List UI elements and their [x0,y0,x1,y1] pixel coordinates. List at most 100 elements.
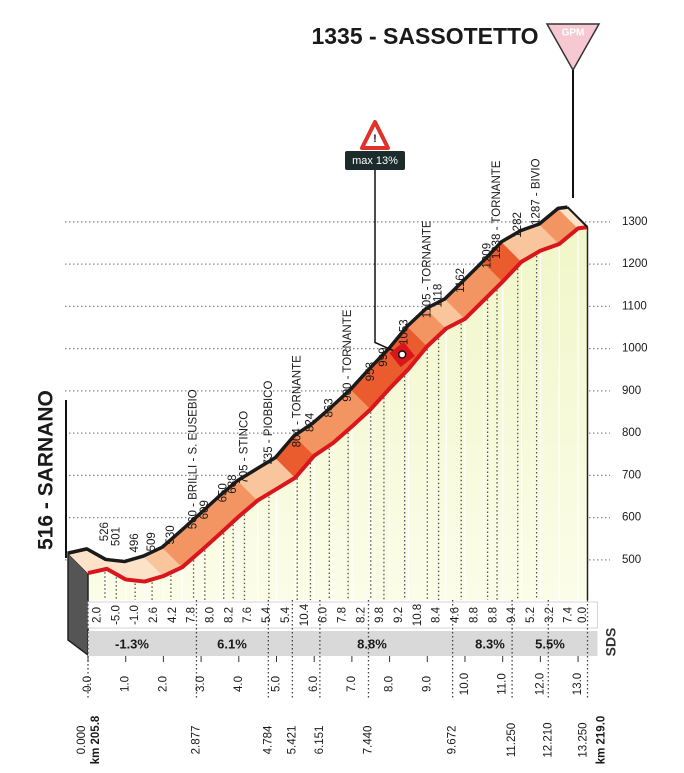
distance-label: 7.440 [363,726,375,755]
point-label: 560 - BRILLI - S. EUSEBIO [188,389,200,529]
x-tick-label: 11.0 [497,673,509,695]
y-tick-label: 700 [622,469,641,481]
y-tick-label: 1200 [622,258,648,270]
gradient-label: 10.8 [412,604,424,626]
y-tick-label: 900 [622,385,641,397]
distance-label: 9.672 [447,726,459,755]
distance-label: 11.250 [506,723,518,757]
max-point [397,350,407,359]
labels: 500 600 700 800 900 1000 1100 1200 1300 526 501 496… [76,158,648,764]
point-label: 496 [129,533,141,552]
point-label: 863 [323,398,335,417]
x-tick-label: 4.0 [233,676,245,692]
x-tick-label: 10.0 [459,673,471,695]
gradient-label: 2.6 [148,607,160,623]
point-label: 1162 [455,268,467,293]
gradient-label: 8.4 [431,606,443,623]
y-tick-label: 1100 [622,300,647,312]
max-box [345,151,405,170]
gpm-label: GPM [562,28,585,39]
max-label: max 13% [352,155,398,167]
x-tick-label: 9.0 [421,676,433,692]
x-tick-label: 0.0 [82,676,94,692]
distance-label: 4.784 [262,725,274,754]
distance-label: 2.877 [190,726,202,755]
gradient-label: 8.2 [223,607,235,623]
point-label: 1118 [433,284,445,308]
gradient-label: 5.4 [280,606,292,623]
distance-label: 5.421 [286,726,298,755]
x-tick-label: 3.0 [195,676,207,692]
gradient-label: 8.0 [205,607,217,623]
section-average: 6.1% [217,636,247,651]
section-average: 8.3% [475,636,505,651]
gpm-icon [545,23,601,72]
profile-back-edge [67,205,568,564]
gradient-label: 0.0 [577,607,589,623]
x-tick-label: 12.0 [534,673,546,695]
summit-title: 1335 - SASSOTETTO [311,23,538,49]
gradient-strip [87,601,598,629]
gradient-label: 5.2 [525,607,537,623]
warning-icon [360,120,390,150]
point-label: 501 [110,527,122,546]
gradient-label: 5.4 [261,606,273,623]
finish-km: km 219.0 [596,716,608,765]
point-label: 1053 [399,319,411,345]
gradient-label: -5.0 [110,605,122,625]
distance-label: 12.210 [542,722,554,757]
point-label: 999 [378,348,390,367]
y-tick-label: 500 [622,554,641,566]
point-label: 953 [365,362,377,381]
gradient-label: 9.8 [374,607,386,623]
point-label: 1282 [512,212,524,238]
point-label: 1105 - TORNANTE [421,220,433,318]
gradient-label: 8.8 [487,607,499,623]
point-label: 1287 - BIVIO [531,158,543,225]
point-label: 804 - TORNANTE [291,355,303,448]
section-average: -1.3% [115,636,149,651]
point-label: 650 [218,483,230,502]
x-tick-label: 1.0 [120,676,132,692]
x-tick-label: 7.0 [346,676,358,692]
gradient-label: 4.6 [450,607,462,623]
point-label: 688 [227,475,239,494]
gradient-label: 7.4 [563,606,575,623]
point-label: 530 [165,525,177,544]
point-label: 609 [199,500,211,519]
gradient-label: 2.0 [91,607,103,623]
gradient-label: 9.4 [506,606,518,623]
distance-label: 0.000 [76,726,88,755]
gradient-label: 7.8 [186,607,198,623]
gradient-label: 8.8 [468,607,480,623]
distance-label: 6.151 [314,726,326,755]
start-label: 516 - SARNANO [35,390,58,550]
gradient-label: 8.2 [355,607,367,623]
x-tick-label: 2.0 [157,676,169,692]
profile-front-edge [87,225,588,584]
gradient-label: 9.2 [393,607,405,623]
start-km: km 205.8 [90,715,102,764]
point-label: 1238 - TORNANTE [491,160,503,259]
finish-edge [566,206,589,228]
point-label: 824 [304,412,316,432]
logo: SDS [603,628,619,657]
gradient-label: 7.6 [242,607,254,623]
point-label: 705 - STINCO [238,411,250,484]
gradient-label: 3.2 [544,607,556,623]
point-label: 1209 [482,243,494,269]
gradient-label: 4.2 [167,607,179,623]
gradient-label: -1.0 [129,605,141,625]
y-tick-label: 1300 [622,216,648,228]
x-tick-label: 6.0 [308,676,320,692]
profile [67,205,589,657]
average-strip [88,631,598,656]
point-label: 900 - TORNANTE [342,309,354,402]
point-label: 509 [146,532,158,551]
y-tick-label: 800 [622,427,641,439]
distance-label: 13.250 [578,722,590,757]
section-average: 5.5% [535,636,565,651]
point-label: 735 - PIOBBICO [263,381,275,466]
x-tick-label: 5.0 [271,676,283,692]
